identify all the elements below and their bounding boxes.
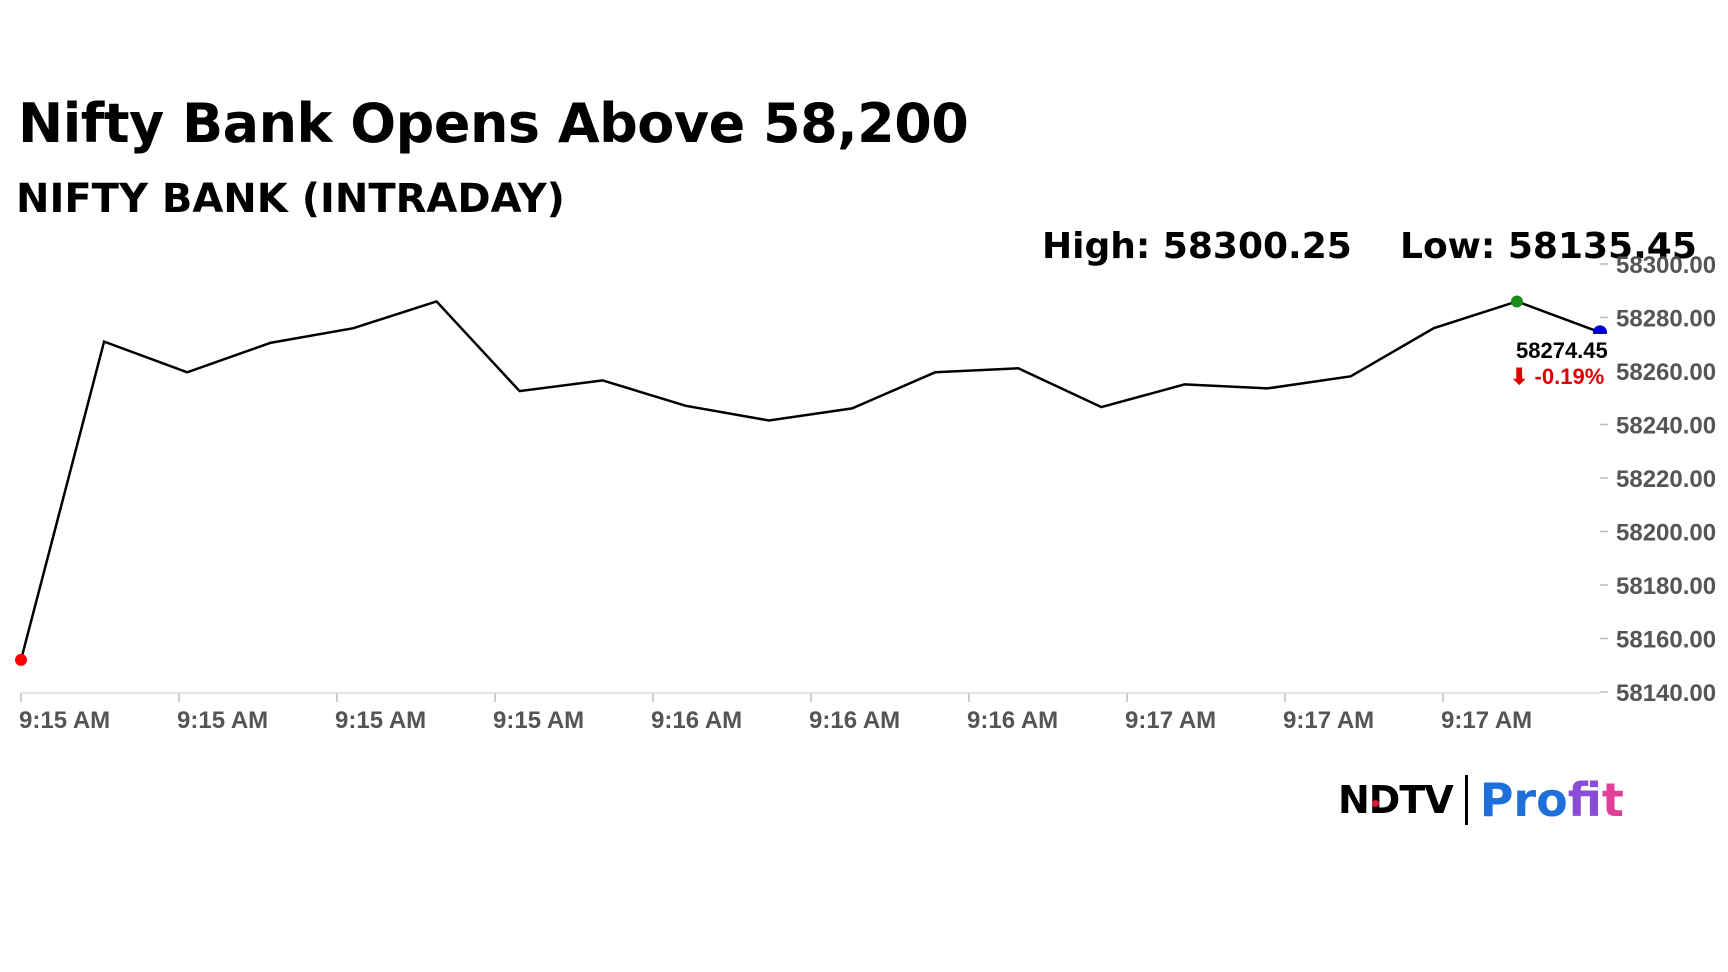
last-value-box bbox=[1508, 334, 1612, 390]
last-value-price: 58274.45 bbox=[1516, 338, 1608, 363]
x-tick-label: 9:15 AM bbox=[493, 707, 584, 734]
x-tick-label: 9:16 AM bbox=[651, 707, 742, 734]
x-tick-label: 9:16 AM bbox=[809, 707, 900, 734]
peak-point-marker bbox=[1510, 295, 1523, 308]
x-tick-label: 9:15 AM bbox=[335, 707, 426, 734]
page-title: Nifty Bank Opens Above 58,200 bbox=[18, 92, 969, 155]
x-tick-label: 9:17 AM bbox=[1125, 707, 1216, 734]
logo-red-dot bbox=[1372, 800, 1379, 807]
y-tick-label: 58260.00 bbox=[1616, 359, 1716, 386]
last-value-change: ⬇ -0.19% bbox=[1510, 364, 1604, 389]
y-tick-label: 58180.00 bbox=[1616, 573, 1716, 600]
x-tick-label: 9:15 AM bbox=[19, 707, 110, 734]
chart-subtitle: NIFTY BANK (INTRADAY) bbox=[16, 176, 565, 222]
x-tick-label: 9:16 AM bbox=[967, 707, 1058, 734]
profit-part-1: Pro bbox=[1479, 773, 1568, 827]
ndtv-logo-text: NDTV bbox=[1338, 778, 1454, 822]
high-label: High: 58300.25 bbox=[1042, 226, 1352, 267]
profit-part-3: it bbox=[1601, 773, 1624, 827]
start-point-marker bbox=[15, 653, 27, 666]
ndtv-profit-logo: NDTV Profit bbox=[1338, 772, 1624, 828]
ndtv-wordmark: NDTV bbox=[1338, 778, 1454, 822]
x-tick-label: 9:15 AM bbox=[177, 707, 268, 734]
profit-part-2: f bbox=[1567, 773, 1602, 827]
y-tick-label: 58160.00 bbox=[1616, 627, 1716, 654]
y-tick-label: 58140.00 bbox=[1616, 680, 1716, 707]
series-line bbox=[19, 299, 1601, 661]
x-tick-label: 9:17 AM bbox=[1283, 707, 1374, 734]
y-tick-label: 58280.00 bbox=[1616, 306, 1716, 333]
y-tick-label: 58220.00 bbox=[1616, 466, 1716, 493]
y-tick-label: 58200.00 bbox=[1616, 520, 1716, 547]
logo-divider bbox=[1464, 775, 1468, 825]
y-tick-label: 58240.00 bbox=[1616, 413, 1716, 440]
y-tick-label: 58300.00 bbox=[1616, 252, 1716, 279]
profit-logo-text: Profit bbox=[1480, 773, 1624, 827]
x-tick-label: 9:17 AM bbox=[1441, 707, 1532, 734]
low-label: Low: 58135.45 bbox=[1400, 226, 1697, 267]
